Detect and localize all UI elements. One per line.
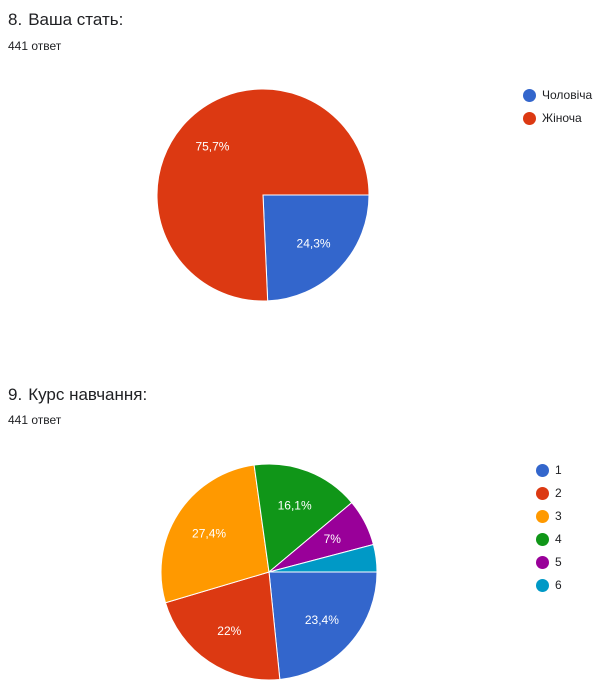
question-number: 9. <box>8 385 23 404</box>
legend-label: Чоловіча <box>542 88 593 102</box>
legend-item[interactable]: 5 <box>536 554 562 570</box>
legend-color-dot <box>536 532 549 546</box>
legend-label: 3 <box>555 509 562 523</box>
pie-slice[interactable] <box>253 463 353 573</box>
legend-color-dot <box>536 578 549 592</box>
legend-label: 4 <box>555 532 562 546</box>
question-title: 8. Ваша стать: <box>8 10 123 30</box>
legend-color-dot <box>536 555 549 569</box>
legend-color-dot <box>536 509 549 523</box>
slice-label: 16,1% <box>278 498 312 512</box>
slice-label: 27,4% <box>192 526 226 540</box>
legend-label: 6 <box>555 578 562 592</box>
legend-label: 5 <box>555 555 562 569</box>
pie-slice[interactable] <box>262 194 370 302</box>
question-text: Ваша стать: <box>28 10 124 29</box>
legend-color-dot <box>523 111 536 125</box>
question-number: 8. <box>8 10 23 29</box>
slice-label: 75,7% <box>195 140 229 154</box>
legend-color-dot <box>536 486 549 500</box>
slice-label: 24,3% <box>297 236 331 250</box>
response-count: 441 ответ <box>8 413 62 427</box>
chart-legend: Чоловіча Жіноча <box>523 87 592 133</box>
slice-label: 23,4% <box>305 613 339 627</box>
chart-legend: 1 2 3 4 5 6 <box>536 462 562 600</box>
legend-item[interactable]: 2 <box>536 485 562 501</box>
slice-label: 22% <box>217 624 241 638</box>
legend-color-dot <box>523 88 536 102</box>
question-gender: 8. Ваша стать: 441 ответ 24,3% 75,7% Чолов… <box>8 10 592 302</box>
legend-label: 2 <box>555 486 562 500</box>
slice-label: 7% <box>324 532 342 546</box>
pie-chart: 24,3% 75,7% <box>156 88 370 302</box>
pie-slice[interactable] <box>160 464 270 604</box>
legend-item[interactable]: 6 <box>536 577 562 593</box>
legend-label: Жіноча <box>542 111 582 125</box>
pie-chart: 23,4% 22% 27,4% 16,1% 7% <box>160 463 378 680</box>
response-count: 441 ответ <box>8 39 62 53</box>
pie-slice[interactable] <box>268 543 378 573</box>
legend-item[interactable]: 4 <box>536 531 562 547</box>
legend-color-dot <box>536 463 549 477</box>
legend-item[interactable]: Жіноча <box>523 110 592 126</box>
legend-item[interactable]: 3 <box>536 508 562 524</box>
question-text: Курс навчання: <box>28 385 148 404</box>
question-course: 9. Курс навчання: 441 ответ 23,4% 22% 27,4%… <box>0 380 603 680</box>
legend-item[interactable]: 1 <box>536 462 562 478</box>
legend-label: 1 <box>555 463 562 477</box>
legend-item[interactable]: Чоловіча <box>523 87 592 103</box>
question-title: 9. Курс навчання: <box>8 385 147 405</box>
pie-slice[interactable] <box>156 88 370 302</box>
